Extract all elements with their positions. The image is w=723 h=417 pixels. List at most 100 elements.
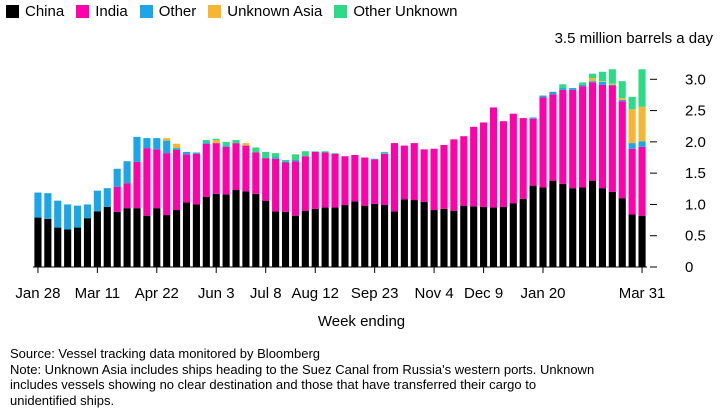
bar-other-unknown	[638, 69, 646, 107]
bar-other	[113, 168, 121, 187]
bar-unknown-asia	[608, 83, 616, 85]
bar-india	[499, 121, 507, 207]
bar-india	[351, 155, 359, 202]
x-tick-label: Jun 3	[198, 285, 235, 302]
bar-other-unknown	[212, 138, 220, 140]
x-tick-label: Sep 23	[351, 285, 399, 302]
notes: Source: Vessel tracking data monitored b…	[10, 346, 715, 408]
bar-india	[301, 156, 309, 211]
bar-other	[133, 136, 141, 162]
y-tick-label: 2.5	[685, 103, 706, 120]
bar-india	[361, 157, 369, 206]
bar-other	[628, 143, 636, 149]
bar-india	[400, 145, 408, 200]
bar-china	[351, 201, 359, 267]
bar-other	[371, 158, 379, 160]
bar-other	[638, 141, 646, 147]
bar-china	[381, 205, 389, 267]
bar-china	[470, 206, 478, 267]
bar-china	[281, 211, 290, 267]
bar-india	[450, 139, 458, 211]
bar-other	[44, 193, 52, 219]
bar-india	[608, 85, 616, 192]
legend-item-unknown-asia: Unknown Asia	[208, 3, 322, 20]
bar-other	[559, 88, 567, 90]
bar-other	[222, 145, 230, 147]
legend-swatch-other	[139, 5, 153, 18]
bar-india	[509, 113, 517, 204]
bar-china	[133, 208, 141, 267]
bar-china	[202, 196, 210, 267]
bar-other	[74, 205, 82, 228]
bar-china	[539, 187, 547, 267]
bar-india	[598, 84, 606, 189]
bar-china	[410, 200, 418, 267]
bar-other	[83, 204, 92, 219]
bar-india	[192, 153, 200, 205]
bar-china	[361, 205, 369, 267]
bar-india	[539, 97, 547, 188]
bar-india	[262, 158, 270, 201]
bar-other-unknown	[559, 84, 567, 89]
bar-other	[529, 117, 537, 119]
bar-china	[499, 206, 507, 267]
bar-other	[281, 161, 290, 163]
bar-china	[232, 190, 240, 267]
bar-other-unknown	[222, 141, 230, 146]
bar-india	[311, 151, 319, 209]
bar-china	[311, 208, 319, 267]
bar-china	[420, 201, 428, 267]
bar-other	[143, 138, 151, 149]
bar-other	[34, 192, 42, 218]
bar-china	[54, 227, 62, 267]
bar-china	[74, 227, 82, 267]
bar-unknown-asia	[588, 78, 597, 82]
bar-unknown-asia	[173, 143, 181, 149]
bar-china	[182, 202, 191, 267]
x-axis-title: Week ending	[317, 313, 406, 330]
bar-other	[618, 99, 626, 102]
bar-other-unknown	[628, 96, 636, 110]
x-tick-label: Jan 28	[15, 285, 60, 302]
bar-other-unknown	[588, 73, 597, 79]
x-tick-label: Jan 20	[520, 285, 565, 302]
bar-india	[173, 149, 181, 211]
bar-india	[202, 143, 210, 197]
bar-india	[143, 148, 151, 216]
legend: China India Other Unknown Asia Other Unk…	[6, 3, 470, 20]
bar-india	[291, 161, 299, 216]
bar-india	[212, 143, 220, 194]
bar-china	[252, 193, 260, 267]
note-line-1: Note: Unknown Asia includes ships headin…	[10, 361, 595, 377]
bar-india	[480, 122, 488, 207]
bar-india	[470, 126, 478, 207]
bar-china	[242, 191, 250, 267]
source-note: Source: Vessel tracking data monitored b…	[10, 346, 321, 361]
bar-india	[232, 143, 240, 191]
bar-china	[212, 193, 220, 267]
y-tick-label: 1.5	[685, 165, 706, 182]
bar-other	[173, 148, 181, 150]
bar-china	[400, 199, 408, 267]
bar-other-unknown	[579, 82, 587, 85]
bar-india	[341, 156, 349, 206]
bar-china	[93, 211, 101, 267]
bar-other	[598, 81, 606, 85]
bar-china	[291, 215, 299, 267]
bar-china	[83, 218, 92, 267]
bar-india	[153, 149, 161, 209]
bar-unknown-asia	[618, 98, 626, 100]
bar-china	[321, 207, 329, 267]
bar-india	[281, 162, 290, 212]
bar-india	[430, 148, 438, 211]
bar-other	[202, 142, 210, 144]
bar-india	[321, 152, 329, 208]
bar-other	[123, 161, 131, 184]
legend-item-china: China	[6, 3, 64, 20]
bar-other	[192, 152, 200, 154]
y-tick-label: 0.5	[685, 228, 706, 245]
bar-unknown-asia	[212, 139, 220, 144]
bar-china	[34, 217, 42, 267]
bar-other-unknown	[598, 71, 606, 82]
bar-india	[242, 145, 250, 192]
